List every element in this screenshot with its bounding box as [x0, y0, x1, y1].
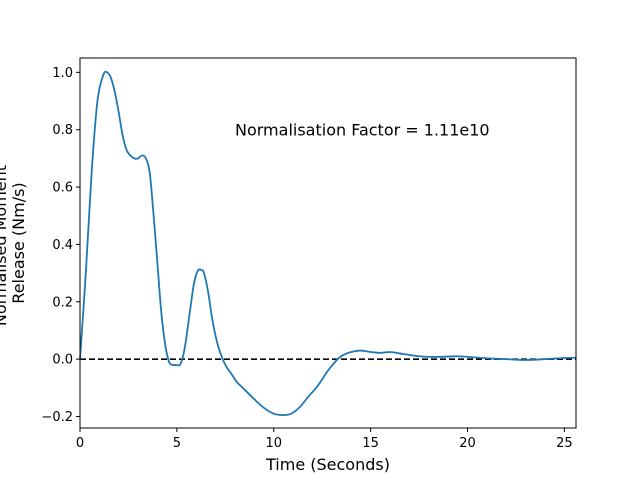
plot-area [80, 58, 576, 428]
series-line [79, 70, 577, 416]
y-tick-label: 0.8 [52, 123, 73, 138]
y-tick-label: 0.4 [52, 238, 73, 253]
y-axis-label-line-2: Release (Nm/s) [9, 182, 28, 303]
x-tick-label: 10 [265, 436, 282, 451]
normalisation-annotation: Normalisation Factor = 1.11e10 [235, 121, 490, 140]
y-tick-label: 1.0 [52, 66, 73, 81]
x-tick-label: 15 [362, 436, 379, 451]
plot-frame [79, 57, 577, 429]
y-tick-label: 0.0 [52, 353, 73, 368]
y-tick-label: 0.6 [52, 181, 73, 196]
x-tick-label: 5 [173, 436, 181, 451]
y-axis-label-line-1: Normalised Moment [0, 165, 10, 326]
y-axis-label: Normalised Moment Release (Nm/s) [0, 160, 28, 326]
y-tick-label: −0.2 [41, 410, 73, 425]
x-axis-label: Time (Seconds) [265, 455, 390, 474]
y-tick-label: 0.2 [52, 295, 73, 310]
axis-ticks: 0 5 10 15 20 25 −0.2 0.0 0.2 0.4 0.6 0.8 1.0 [41, 66, 572, 451]
x-tick-label: 20 [459, 436, 476, 451]
x-tick-label: 25 [556, 436, 573, 451]
x-tick-label: 0 [76, 436, 84, 451]
